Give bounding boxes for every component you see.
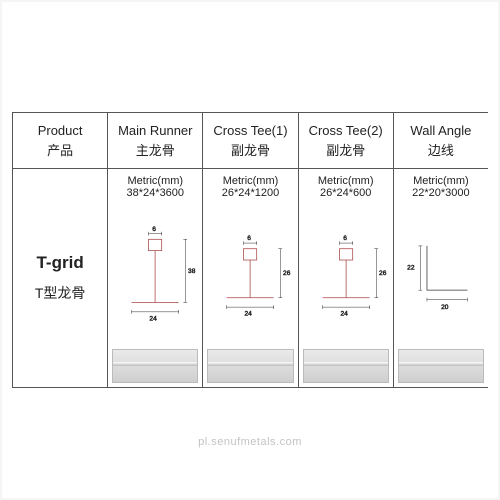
product-photo [303, 349, 389, 383]
cell-cross-tee-2: Metric(mm) 26*24*600 6 [298, 168, 393, 387]
header-cross-tee-2-zh: 副龙骨 [326, 140, 365, 159]
dim-width: 24 [340, 311, 348, 318]
dim-width: 20 [441, 304, 449, 311]
dim-top: 6 [343, 235, 347, 242]
product-name-zh: T型龙骨 [35, 283, 86, 303]
header-main-runner: Main Runner 主龙骨 [107, 112, 202, 168]
watermark: pl.senufmetals.com [2, 436, 498, 448]
dim-top: 6 [248, 235, 252, 242]
cell-wall-angle: Metric(mm) 22*20*3000 22 20 [393, 168, 488, 387]
product-name-cell: T-grid T型龙骨 [12, 168, 107, 387]
header-product-en: Product [38, 123, 83, 138]
header-wall-angle: Wall Angle 边线 [393, 112, 488, 168]
header-main-runner-en: Main Runner [118, 123, 192, 138]
dims: 38*24*3600 [127, 187, 185, 199]
product-photo [398, 349, 484, 383]
dim-height: 22 [407, 264, 415, 271]
dims: 22*20*3000 [412, 187, 470, 199]
dims: 26*24*1200 [222, 187, 280, 199]
dim-height: 38 [188, 268, 196, 275]
header-product-zh: 产品 [47, 140, 73, 159]
metric-label: Metric(mm) [413, 175, 469, 187]
metric-label: Metric(mm) [223, 175, 279, 187]
dim-height: 26 [283, 270, 291, 277]
cell-main-runner: Metric(mm) 38*24*3600 6 [107, 168, 202, 387]
product-name-en: T-grid [36, 253, 83, 273]
product-photo [112, 349, 198, 383]
header-cross-tee-2-en: Cross Tee(2) [309, 123, 383, 138]
header-cross-tee-1-en: Cross Tee(1) [213, 123, 287, 138]
grid: Product 产品 Main Runner 主龙骨 Cross Tee(1) … [12, 112, 488, 388]
header-product: Product 产品 [12, 112, 107, 168]
dims: 26*24*600 [320, 187, 371, 199]
cell-cross-tee-1: Metric(mm) 26*24*1200 6 [202, 168, 297, 387]
metric-label: Metric(mm) [318, 175, 374, 187]
header-main-runner-zh: 主龙骨 [136, 140, 175, 159]
header-wall-angle-en: Wall Angle [410, 123, 471, 138]
metric-label: Metric(mm) [127, 175, 183, 187]
product-photo [207, 349, 293, 383]
spec-table: Product 产品 Main Runner 主龙骨 Cross Tee(1) … [2, 2, 498, 498]
header-wall-angle-zh: 边线 [428, 140, 454, 159]
dim-height: 26 [379, 270, 387, 277]
dim-width: 24 [150, 315, 158, 322]
header-cross-tee-1-zh: 副龙骨 [231, 140, 270, 159]
dim-width: 24 [245, 311, 253, 318]
dim-top: 6 [152, 226, 156, 233]
header-cross-tee-2: Cross Tee(2) 副龙骨 [298, 112, 393, 168]
header-cross-tee-1: Cross Tee(1) 副龙骨 [202, 112, 297, 168]
